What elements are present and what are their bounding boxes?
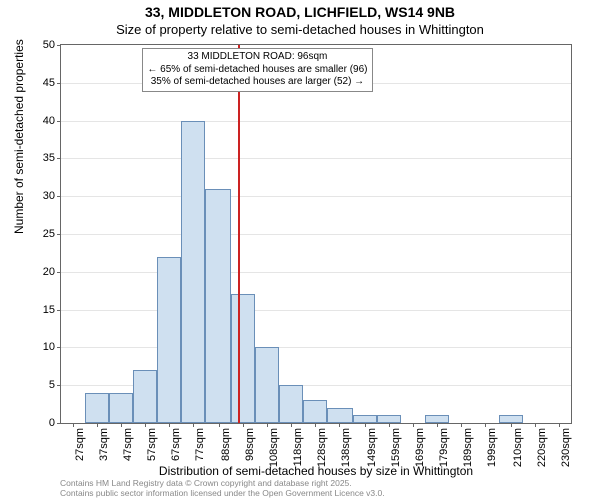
x-tick-label: 67sqm [170,428,182,468]
x-tick-label: 210sqm [512,428,524,468]
x-tick [437,423,438,427]
y-axis-title: Number of semi-detached properties [12,39,26,234]
x-tick-label: 169sqm [414,428,426,468]
x-tick-label: 149sqm [366,428,378,468]
x-tick-label: 37sqm [98,428,110,468]
y-tick [57,196,61,197]
annotation-line: 33 MIDDLETON ROAD: 96sqm [147,51,367,64]
histogram-bar [499,415,523,423]
x-tick [267,423,268,427]
x-tick [193,423,194,427]
gridline [61,121,571,122]
x-tick [339,423,340,427]
y-tick-label: 0 [25,417,55,429]
y-tick-label: 50 [25,39,55,51]
x-tick [243,423,244,427]
y-tick-label: 5 [25,379,55,391]
x-tick [389,423,390,427]
plot-area: 33 MIDDLETON ROAD: 96sqm← 65% of semi-de… [60,44,572,424]
y-tick [57,158,61,159]
y-tick-label: 45 [25,77,55,89]
x-tick-label: 230sqm [560,428,572,468]
x-tick [73,423,74,427]
y-tick [57,121,61,122]
histogram-bar [109,393,133,423]
x-tick-label: 57sqm [146,428,158,468]
x-tick [365,423,366,427]
x-tick-label: 128sqm [316,428,328,468]
x-tick-label: 220sqm [536,428,548,468]
x-tick-label: 27sqm [74,428,86,468]
x-tick-label: 199sqm [486,428,498,468]
y-tick-label: 10 [25,341,55,353]
histogram-bar [85,393,109,423]
x-tick [413,423,414,427]
chart-container: 33, MIDDLETON ROAD, LICHFIELD, WS14 9NB … [0,0,600,500]
x-tick-label: 189sqm [462,428,474,468]
histogram-bar [279,385,303,423]
x-tick [511,423,512,427]
y-tick [57,234,61,235]
x-tick-label: 108sqm [268,428,280,468]
x-tick-label: 77sqm [194,428,206,468]
x-tick-label: 179sqm [438,428,450,468]
x-tick [97,423,98,427]
x-tick [559,423,560,427]
histogram-bar [205,189,231,423]
credits-line2: Contains public sector information licen… [60,488,385,498]
histogram-bar [133,370,157,423]
histogram-bar [157,257,181,423]
chart-title-sub: Size of property relative to semi-detach… [0,22,600,37]
x-tick [315,423,316,427]
histogram-bar [425,415,449,423]
y-tick [57,45,61,46]
histogram-bar [255,347,279,423]
histogram-bar [353,415,377,423]
credits-line1: Contains HM Land Registry data © Crown c… [60,478,385,488]
y-tick [57,83,61,84]
gridline [61,272,571,273]
x-tick [291,423,292,427]
x-tick-label: 138sqm [340,428,352,468]
y-tick-label: 30 [25,190,55,202]
y-tick [57,423,61,424]
annotation-box: 33 MIDDLETON ROAD: 96sqm← 65% of semi-de… [142,48,372,92]
x-tick [121,423,122,427]
x-tick-label: 88sqm [220,428,232,468]
y-tick-label: 20 [25,266,55,278]
x-tick [169,423,170,427]
reference-line [238,45,240,423]
y-tick-label: 15 [25,304,55,316]
histogram-bar [181,121,205,423]
annotation-line: 35% of semi-detached houses are larger (… [147,76,367,89]
gridline [61,196,571,197]
gridline [61,234,571,235]
x-tick-label: 47sqm [122,428,134,468]
y-tick [57,272,61,273]
y-tick-label: 40 [25,115,55,127]
gridline [61,310,571,311]
histogram-bar [231,294,255,423]
x-tick [145,423,146,427]
annotation-line: ← 65% of semi-detached houses are smalle… [147,64,367,77]
y-tick [57,347,61,348]
x-tick [461,423,462,427]
x-tick-label: 118sqm [292,428,304,468]
gridline [61,347,571,348]
x-tick [535,423,536,427]
histogram-bar [303,400,327,423]
y-tick [57,310,61,311]
chart-title-main: 33, MIDDLETON ROAD, LICHFIELD, WS14 9NB [0,4,600,20]
y-tick [57,385,61,386]
credits: Contains HM Land Registry data © Crown c… [60,478,385,498]
x-tick-label: 159sqm [390,428,402,468]
histogram-bar [327,408,353,423]
y-tick-label: 25 [25,228,55,240]
gridline [61,158,571,159]
x-tick [485,423,486,427]
histogram-bar [377,415,401,423]
y-tick-label: 35 [25,152,55,164]
x-tick [219,423,220,427]
x-tick-label: 98sqm [244,428,256,468]
